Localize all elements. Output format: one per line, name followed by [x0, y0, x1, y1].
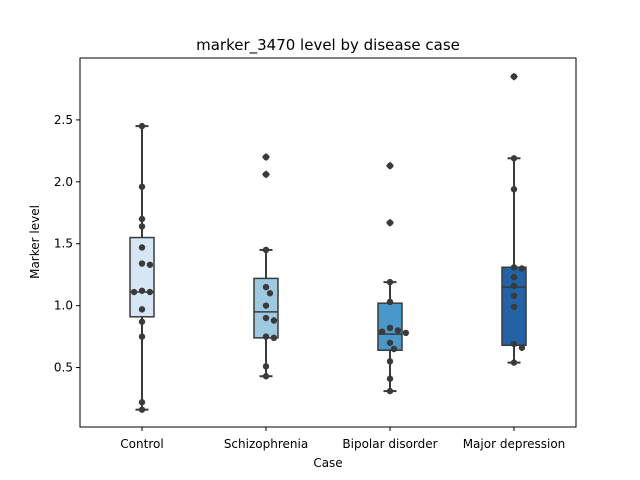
data-point	[262, 373, 270, 380]
data-point	[138, 306, 146, 313]
box-group-control	[129, 125, 155, 411]
swarm-group-schizophrenia	[262, 153, 278, 380]
data-point	[386, 162, 394, 169]
data-point	[518, 265, 526, 272]
data-point	[510, 340, 518, 348]
data-point	[262, 302, 270, 309]
data-point	[138, 215, 146, 223]
swarm-group-control	[130, 122, 154, 413]
data-point	[138, 399, 146, 406]
x-axis-label: Case	[313, 456, 342, 470]
data-point	[510, 73, 518, 80]
iqr-box	[129, 236, 155, 318]
data-point	[138, 406, 146, 413]
data-point	[394, 327, 402, 334]
data-point	[378, 328, 386, 335]
data-point	[510, 273, 518, 281]
y-axis-label: Marker level	[28, 205, 42, 279]
data-point	[146, 288, 154, 296]
data-point	[386, 324, 394, 332]
data-point	[510, 282, 518, 290]
data-point	[138, 287, 146, 294]
data-point	[270, 334, 278, 342]
x-tick-label: Schizophrenia	[224, 437, 308, 451]
data-point	[510, 155, 518, 162]
y-tick-label: 1.0	[54, 299, 73, 313]
data-point	[262, 171, 270, 178]
data-point	[390, 345, 398, 353]
data-point	[138, 244, 146, 251]
data-point	[510, 186, 518, 193]
data-point	[138, 318, 146, 325]
y-axis: 0.5 1.0 1.5 2.0 2.5	[54, 113, 80, 375]
data-point	[130, 288, 138, 296]
x-tick-label: Major depression	[463, 437, 566, 451]
data-point	[262, 363, 270, 370]
data-point	[402, 329, 410, 337]
data-point	[138, 260, 146, 267]
data-point	[146, 261, 154, 268]
data-point	[386, 278, 394, 286]
data-point	[266, 290, 274, 297]
data-point	[262, 283, 270, 291]
data-point	[262, 246, 270, 254]
swarm-group-major-depression	[510, 73, 526, 366]
data-point	[138, 122, 146, 130]
data-point	[138, 333, 146, 340]
swarm-group-bipolar-disorder	[378, 162, 410, 395]
x-tick-label: Control	[120, 437, 163, 451]
data-point	[386, 375, 394, 382]
x-axis: Control Schizophrenia Bipolar disorder Majo…	[120, 427, 565, 451]
plot-area	[80, 58, 576, 427]
data-point	[270, 317, 278, 324]
data-point	[510, 292, 518, 299]
data-point	[386, 358, 394, 365]
data-point	[138, 183, 146, 190]
y-tick-label: 1.5	[54, 237, 73, 251]
chart-marks	[129, 72, 527, 413]
data-point	[262, 333, 270, 340]
x-tick-label: Bipolar disorder	[342, 437, 437, 451]
data-point	[510, 264, 518, 271]
data-point	[138, 223, 146, 230]
data-point	[262, 314, 270, 322]
data-point	[386, 387, 394, 395]
chart-title: marker_3470 level by disease case	[196, 36, 460, 55]
plot-frame	[79, 57, 577, 428]
data-point	[518, 344, 526, 351]
y-tick-label: 0.5	[54, 361, 73, 375]
data-point	[386, 339, 394, 346]
data-point	[386, 219, 394, 226]
y-tick-label: 2.0	[54, 175, 73, 189]
data-point	[262, 153, 270, 161]
data-point	[386, 298, 394, 306]
data-point	[510, 303, 518, 311]
data-point	[510, 359, 518, 366]
y-tick-label: 2.5	[54, 113, 73, 127]
